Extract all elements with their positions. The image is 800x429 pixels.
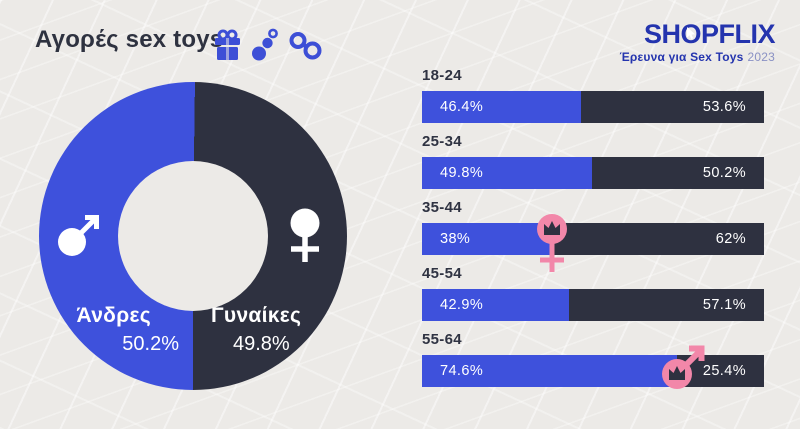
men-label: Άνδρες [76,304,151,327]
age-row-25-34: 25-34 49.8% 50.2% [422,132,764,189]
female-segment: 62% [551,223,764,255]
donut-label-women: Γυναίκες 49.8% [211,304,301,356]
stacked-bar-45-54: 42.9% 57.1% [422,289,764,321]
female-percentage: 62% [715,231,746,247]
male-percentage: 38% [440,231,471,247]
logo-letters: SH [643,19,681,49]
male-symbol-icon [55,202,103,267]
stacked-bar-35-44: 38% 62% [422,214,764,272]
beads-icon [252,28,278,66]
male-segment: 42.9% [422,289,569,321]
female-percentage: 53.6% [702,99,746,115]
tagline-text: Έρευνα για Sex Toys [619,50,744,65]
male-percentage: 49.8% [440,165,484,181]
tagline-year: 2023 [747,50,775,65]
women-percentage: 49.8% [233,333,290,355]
male-segment: 49.8% [422,157,593,189]
handcuffs-icon [287,31,323,66]
page-title: Αγορές sex toys [35,26,224,53]
men-percentage: 50.2% [122,333,179,355]
age-row-45-54: 45-54 42.9% 57.1% [422,264,764,321]
stacked-bar-25-34: 49.8% 50.2% [422,157,764,189]
male-crown-icon [657,341,707,398]
male-segment: 74.6% [422,355,678,387]
logo-o-cursor: O [680,20,701,49]
male-segment: 46.4% [422,91,581,123]
age-group-label: 45-54 [422,265,462,282]
male-segment: 38% [422,223,552,255]
title-icons [213,28,323,66]
age-row-55-64: 55-64 74.6% 25.4% [422,330,764,389]
gift-icon [213,29,243,66]
age-row-18-24: 18-24 46.4% 53.6% [422,66,764,123]
shopflix-logo: SHOPFLIX [619,19,776,49]
female-percentage: 57.1% [702,297,746,313]
age-group-label: 18-24 [422,67,462,84]
cursor-icon [687,27,696,39]
age-bars-chart: 18-24 46.4% 53.6% 25-34 49.8% 50.2% 35-44 38% 62… [422,66,764,396]
stacked-bar-18-24: 46.4% 53.6% [422,91,764,123]
female-percentage: 25.4% [702,363,746,379]
age-group-label: 25-34 [422,133,462,150]
female-crown-icon [534,213,570,282]
donut-hole [118,161,268,311]
female-percentage: 50.2% [702,165,746,181]
gender-donut-chart: Άνδρες 50.2% Γυναίκες 49.8% [39,82,347,390]
female-segment: 53.6% [580,91,764,123]
logo-letters: PFLIX [700,19,776,49]
age-group-label: 55-64 [422,331,462,348]
women-label: Γυναίκες [211,304,302,327]
female-symbol-icon [283,207,327,272]
logo-tagline: Έρευνα για Sex Toys 2023 [619,50,775,64]
female-segment: 50.2% [592,157,764,189]
age-row-35-44: 35-44 38% 62% [422,198,764,272]
female-segment: 57.1% [568,289,764,321]
male-percentage: 42.9% [440,297,484,313]
donut-label-men: Άνδρες 50.2% [77,304,179,356]
male-percentage: 74.6% [440,363,484,379]
stacked-bar-55-64: 74.6% 25.4% [422,345,764,389]
male-percentage: 46.4% [440,99,484,115]
age-group-label: 35-44 [422,199,462,216]
